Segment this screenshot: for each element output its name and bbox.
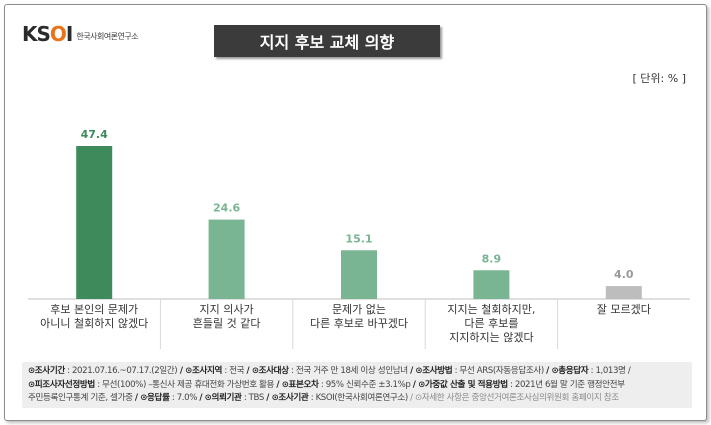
category-label-1: 지지 의사가 흔들릴 것 같다 bbox=[193, 303, 261, 330]
footnote-line: 주민등록인구통계 기준, 셀가중 / ⊙응답률 : 7.0% / ⊙의뢰기관 :… bbox=[28, 393, 619, 403]
unit-label: [ 단위: % ] bbox=[632, 72, 686, 85]
bar-3 bbox=[473, 270, 510, 299]
category-label-0: 후보 본인의 문제가 아니니 철회하지 않겠다 bbox=[40, 303, 148, 330]
value-label-4: 4.0 bbox=[614, 268, 634, 281]
value-label-1: 24.6 bbox=[213, 202, 240, 215]
value-label-2: 15.1 bbox=[345, 232, 372, 245]
value-label-0: 47.4 bbox=[81, 128, 108, 141]
chart-frame bbox=[4, 4, 707, 421]
logo-subtitle: 한국사회여론연구소 bbox=[76, 31, 139, 41]
survey-footnote: ⊙조사기간 : 2021.07.16.~07.17.(2일간) / ⊙조사지역 … bbox=[22, 362, 692, 408]
bar-2 bbox=[341, 250, 377, 299]
chart-title: 지지 후보 교체 의향 bbox=[214, 25, 440, 57]
bar-0 bbox=[76, 146, 113, 299]
footnote-line: ⊙피조사자선정방법 : 무선(100%) –통신사 제공 휴대전화 가상번호 활… bbox=[28, 379, 625, 390]
footnote-text: ⊙조사기간 : 2021.07.16.~07.17.(2일간) / ⊙조사지역 … bbox=[28, 365, 688, 406]
category-label-4: 잘 모르겠다 bbox=[597, 303, 651, 316]
footnote-line: ⊙조사기간 : 2021.07.16.~07.17.(2일간) / ⊙조사지역 … bbox=[28, 366, 631, 376]
value-label-3: 8.9 bbox=[482, 252, 502, 265]
bar-1 bbox=[208, 219, 245, 299]
category-label-2: 문제가 없는 다른 후보로 바꾸겠다 bbox=[310, 303, 408, 330]
logo-mark: KSOI bbox=[22, 22, 73, 46]
category-label-3: 지지는 철회하지만, 다른 후보를 지지하지는 않겠다 bbox=[447, 302, 535, 344]
bar-4 bbox=[605, 286, 642, 299]
ksoi-logo: KSOI 한국사회여론연구소 bbox=[22, 22, 139, 46]
